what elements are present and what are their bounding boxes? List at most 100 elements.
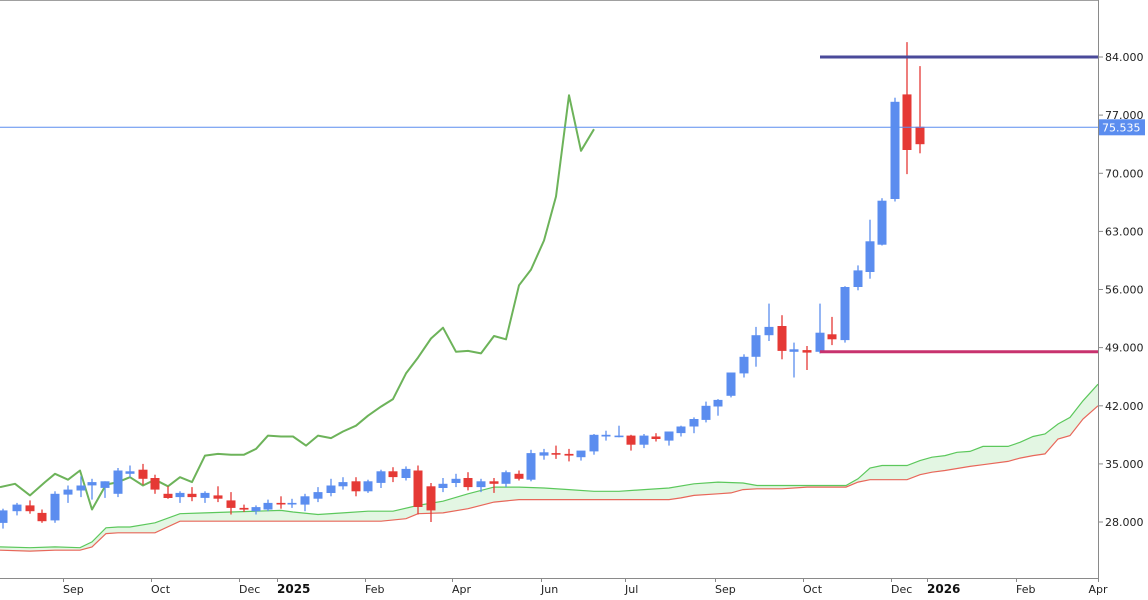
candle-body xyxy=(37,512,47,522)
candle xyxy=(463,472,473,491)
candle-body xyxy=(676,426,686,434)
candlestick-series xyxy=(0,42,925,529)
candle-body xyxy=(840,287,850,341)
month-label: Dec xyxy=(239,583,260,596)
candle-body xyxy=(827,334,837,340)
candle xyxy=(739,354,749,378)
candle xyxy=(113,468,123,498)
candle-body xyxy=(751,335,761,357)
candle-body xyxy=(338,482,348,487)
candle xyxy=(890,97,900,202)
candle-body xyxy=(815,332,825,352)
candle xyxy=(239,504,249,512)
horizontal-levels[interactable] xyxy=(820,55,1098,354)
candle xyxy=(125,465,135,478)
candle xyxy=(50,491,60,523)
price-axis[interactable]: 84.000 77.000 70.000 63.000 56.000 49.000 42.0… xyxy=(1098,0,1145,578)
candle-body xyxy=(12,504,22,512)
candle-body xyxy=(902,94,912,150)
price-tick-label: 77.000 xyxy=(1105,109,1144,122)
month-label: Sep xyxy=(715,583,736,596)
candle-body xyxy=(877,200,887,245)
candle xyxy=(213,486,223,503)
candle xyxy=(76,476,86,498)
month-label: Jun xyxy=(540,583,558,596)
candle-body xyxy=(915,126,925,145)
candle-body xyxy=(764,326,774,336)
candle xyxy=(589,434,599,455)
month-label: Apr xyxy=(452,583,472,596)
lagging-span-line xyxy=(0,94,595,511)
candle-body xyxy=(76,485,86,491)
candle-body xyxy=(451,478,461,483)
candle xyxy=(263,499,273,512)
candle xyxy=(0,508,8,529)
candle-body xyxy=(689,419,699,427)
candle-body xyxy=(125,471,135,474)
price-tick-label: 49.000 xyxy=(1105,342,1144,355)
candle xyxy=(63,485,73,503)
last-price-label: 75.535 xyxy=(1102,121,1141,134)
candle-body xyxy=(401,468,411,478)
candle xyxy=(853,265,863,291)
candle xyxy=(865,219,875,279)
candle xyxy=(37,509,47,523)
candle-body xyxy=(326,485,336,493)
candle xyxy=(915,66,925,154)
candle xyxy=(251,505,261,515)
candle-body xyxy=(514,473,524,479)
price-tick-label: 28.000 xyxy=(1105,516,1144,529)
candle-body xyxy=(501,472,511,484)
price-tick-label: 56.000 xyxy=(1105,284,1144,297)
ichimoku-cloud xyxy=(0,383,1099,552)
candle-body xyxy=(701,405,711,420)
candle xyxy=(514,470,524,481)
candle xyxy=(526,449,536,482)
candle xyxy=(751,326,761,367)
candle xyxy=(601,430,611,441)
candle xyxy=(664,431,674,446)
candle xyxy=(300,493,310,512)
candle xyxy=(163,486,173,499)
candle-body xyxy=(363,481,373,492)
month-label: Oct xyxy=(803,583,823,596)
candle-body xyxy=(175,492,185,498)
candle-body xyxy=(313,492,323,499)
month-label: Sep xyxy=(63,583,84,596)
candle xyxy=(713,399,723,416)
price-tick-label: 42.000 xyxy=(1105,400,1144,413)
candle xyxy=(789,342,799,378)
candle-body xyxy=(601,434,611,437)
candle-body xyxy=(276,502,286,505)
candle xyxy=(401,466,411,481)
candle-body xyxy=(589,434,599,452)
month-label: Jul xyxy=(624,583,638,596)
month-label: Oct xyxy=(151,583,171,596)
price-tick-label: 63.000 xyxy=(1105,225,1144,238)
candle xyxy=(777,315,787,360)
candle xyxy=(413,465,423,515)
candle xyxy=(726,372,736,398)
candle-body xyxy=(150,478,160,490)
candle xyxy=(651,433,661,442)
candle-body xyxy=(376,471,386,483)
candle xyxy=(626,434,636,451)
last-price-badge xyxy=(1099,119,1145,136)
candle-body xyxy=(251,507,261,512)
candle-body xyxy=(87,482,97,486)
month-label: Apr xyxy=(1088,583,1108,596)
time-axis[interactable]: Sep Oct Dec 2025 Feb Apr Jun Jul Sep Oct Dec 2026 Fe… xyxy=(0,578,1108,596)
candle-body xyxy=(351,481,361,492)
candle-body xyxy=(239,507,249,510)
candle-body xyxy=(476,481,486,488)
candle-body xyxy=(551,453,561,455)
candle-body xyxy=(526,453,536,480)
candle-body xyxy=(300,496,310,505)
candle-body xyxy=(802,350,812,353)
month-label: Feb xyxy=(1016,583,1035,596)
candle xyxy=(614,425,624,438)
candle-body xyxy=(426,486,436,511)
candle xyxy=(226,492,236,515)
year-label: 2025 xyxy=(277,582,310,596)
